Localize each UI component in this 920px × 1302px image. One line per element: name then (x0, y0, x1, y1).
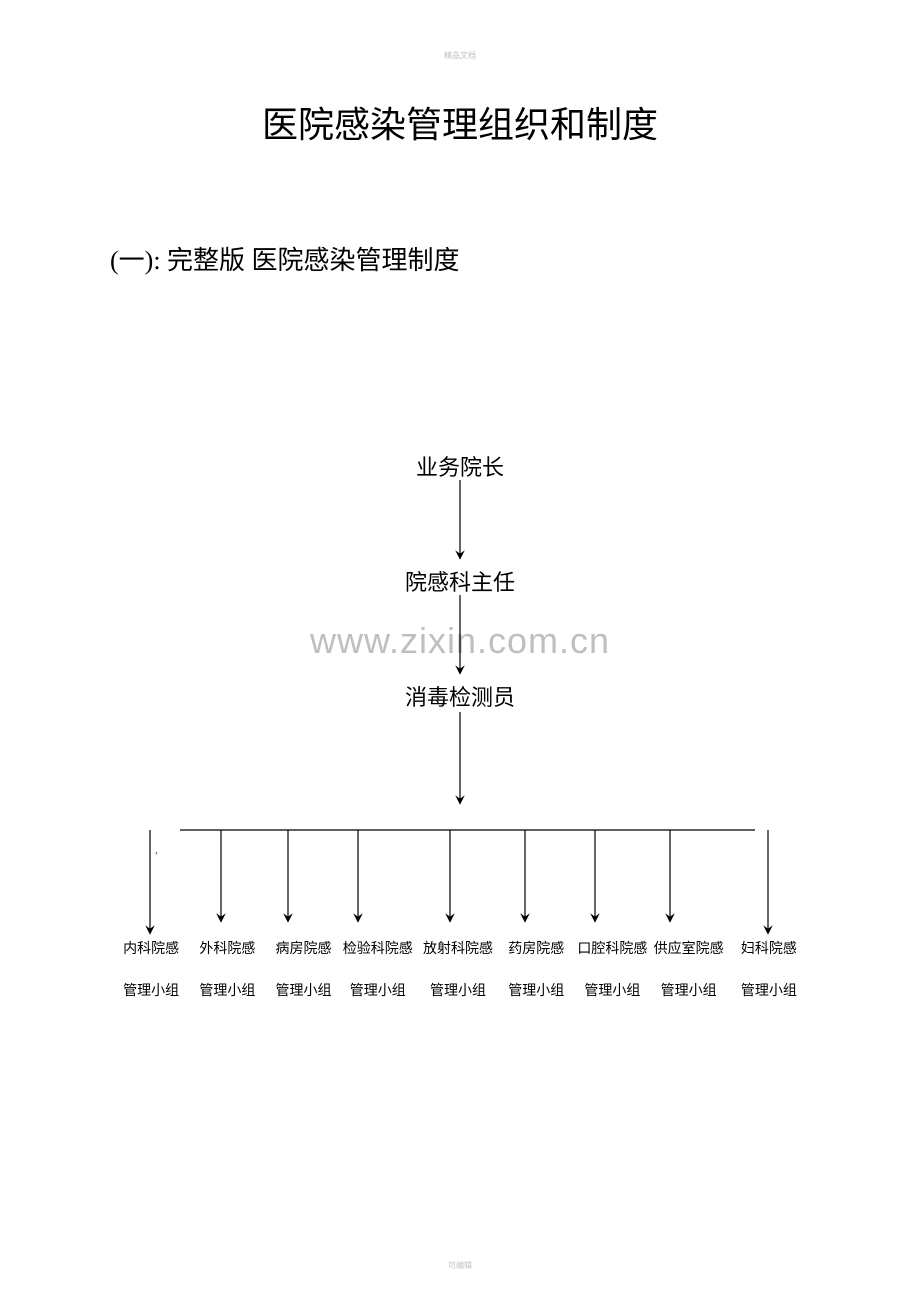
department-line1: 口腔科院感 (576, 938, 648, 958)
department-line1: 病房院感 (267, 938, 339, 958)
page-title: 医院感染管理组织和制度 (262, 96, 658, 148)
department-line1: 内科院感 (115, 938, 187, 958)
department-line2: 管理小组 (733, 980, 805, 1000)
hierarchy-node-level2: 院感科主任 (405, 565, 515, 597)
department-line2: 管理小组 (576, 980, 648, 1000)
watermark-text: www.zixin.com.cn (310, 620, 610, 662)
department-labels-row1: 内科院感外科院感病房院感检验科院感放射科院感药房院感口腔科院感供应室院感妇科院感 (0, 938, 920, 958)
department-line1: 外科院感 (191, 938, 263, 958)
department-line2: 管理小组 (342, 980, 414, 1000)
department-line1: 检验科院感 (342, 938, 414, 958)
department-line1: 药房院感 (500, 938, 572, 958)
department-line2: 管理小组 (653, 980, 725, 1000)
department-line1: 妇科院感 (733, 938, 805, 958)
department-line2: 管理小组 (115, 980, 187, 1000)
department-line2: 管理小组 (422, 980, 494, 1000)
cursor-mark: , (155, 842, 158, 857)
department-line2: 管理小组 (267, 980, 339, 1000)
department-line1: 供应室院感 (653, 938, 725, 958)
footer-watermark: 可编辑 (448, 1260, 472, 1271)
section-heading: (一): 完整版 医院感染管理制度 (110, 240, 460, 277)
hierarchy-node-level3: 消毒检测员 (405, 680, 515, 712)
department-line2: 管理小组 (191, 980, 263, 1000)
department-labels-row2: 管理小组管理小组管理小组管理小组管理小组管理小组管理小组管理小组管理小组 (0, 980, 920, 1000)
department-line2: 管理小组 (500, 980, 572, 1000)
hierarchy-node-level1: 业务院长 (416, 450, 504, 482)
department-line1: 放射科院感 (422, 938, 494, 958)
header-watermark: 精品文档 (444, 50, 476, 61)
